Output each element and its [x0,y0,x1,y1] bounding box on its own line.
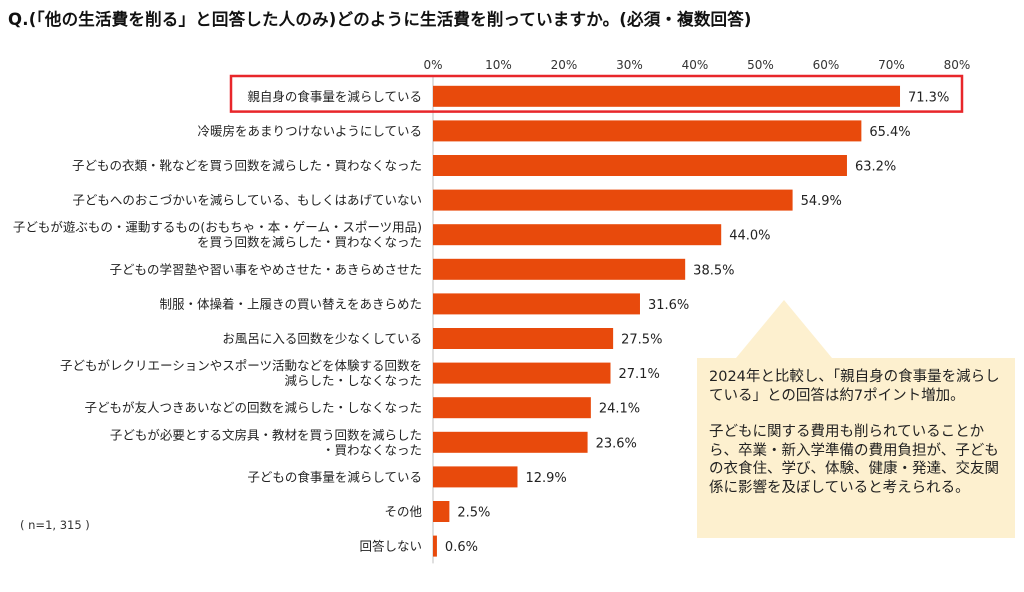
bar [433,362,611,384]
data-label: 24.1% [599,402,640,417]
callout-paragraph-1: 2024年と比較し、「親自身の食事量を減らしている」との回答は約7ポイント増加。 [709,369,1000,404]
bar [433,535,437,557]
sample-size-note: ( n=1, 315 ) [20,518,90,532]
category-label: 子どもの衣類・靴などを買う回数を減らした・買わなくなった [72,158,422,173]
x-tick-label: 50% [747,58,774,72]
data-label: 71.3% [908,90,949,105]
category-label: ・買わなくなった [322,442,422,457]
data-label: 31.6% [648,298,689,313]
chart-title: Q.(「他の生活費を削る」と回答した人のみ)どのように生活費を削っていますか。(… [8,10,752,29]
category-label: 子どもの学習塾や習い事をやめさせた・あきらめさせた [109,262,422,277]
x-tick-label: 30% [616,58,643,72]
category-label: お風呂に入る回数を少なくしている [222,331,422,346]
bar [433,293,640,315]
x-tick-label: 60% [813,58,840,72]
x-tick-label: 40% [682,58,709,72]
bar [433,501,450,522]
category-label: 子どもが必要とする文房具・教材を買う回数を減らした [110,427,422,442]
x-tick-label: 80% [944,58,971,72]
category-label: その他 [384,504,422,519]
category-label: 子どもがレクリエーションやスポーツ活動などを体験する回数を [60,358,422,373]
data-label: 27.5% [621,333,662,348]
data-label: 44.0% [729,229,770,244]
bar [433,397,591,419]
bar [433,258,686,280]
category-label: 制服・体操着・上履きの買い替えをあきらめた [159,296,422,311]
category-label: 子どもが遊ぶもの・運動するもの(おもちゃ・本・ゲーム・スポーツ用品) [13,220,422,235]
x-tick-label: 20% [551,58,578,72]
bar [433,85,901,107]
category-label: を買う回数を減らした・買わなくなった [197,235,422,250]
bar [433,466,518,488]
data-label: 65.4% [869,125,910,140]
data-label: 23.6% [596,436,637,451]
x-tick-label: 0% [423,58,442,72]
callout-pointer [736,300,832,358]
data-label: 2.5% [457,506,490,521]
bar [433,431,588,453]
data-label: 12.9% [525,471,566,486]
bar [433,155,847,176]
data-label: 63.2% [855,160,896,175]
highlight-box [229,74,964,113]
bar [433,328,614,349]
category-label: 子どもの食事量を減らしている [247,469,422,484]
data-label: 0.6% [445,540,478,555]
category-label: 冷暖房をあまりつけないようにしている [197,123,422,138]
category-label: 子どもが友人つきあいなどの回数を減らした・しなくなった [84,400,422,415]
bar [433,120,862,142]
bar [433,224,722,246]
x-tick-label: 70% [878,58,905,72]
data-label: 38.5% [693,263,734,278]
data-label: 27.1% [619,367,660,382]
category-label: 親自身の食事量を減らしている [247,89,422,104]
category-label: 減らした・しなくなった [284,373,422,388]
x-tick-label: 10% [485,58,512,72]
callout-paragraph-2: 子どもに関する費用も削られていることから、卒業・新入学準備の費用負担が、子どもの… [709,424,999,496]
data-label: 54.9% [801,194,842,209]
bar [433,189,793,211]
category-label: 子どもへのおこづかいを減らしている、もしくはあげていない [72,193,422,208]
category-label: 回答しない [359,539,422,554]
callout-box: 2024年と比較し、「親自身の食事量を減らしている」との回答は約7ポイント増加。… [697,358,1015,538]
